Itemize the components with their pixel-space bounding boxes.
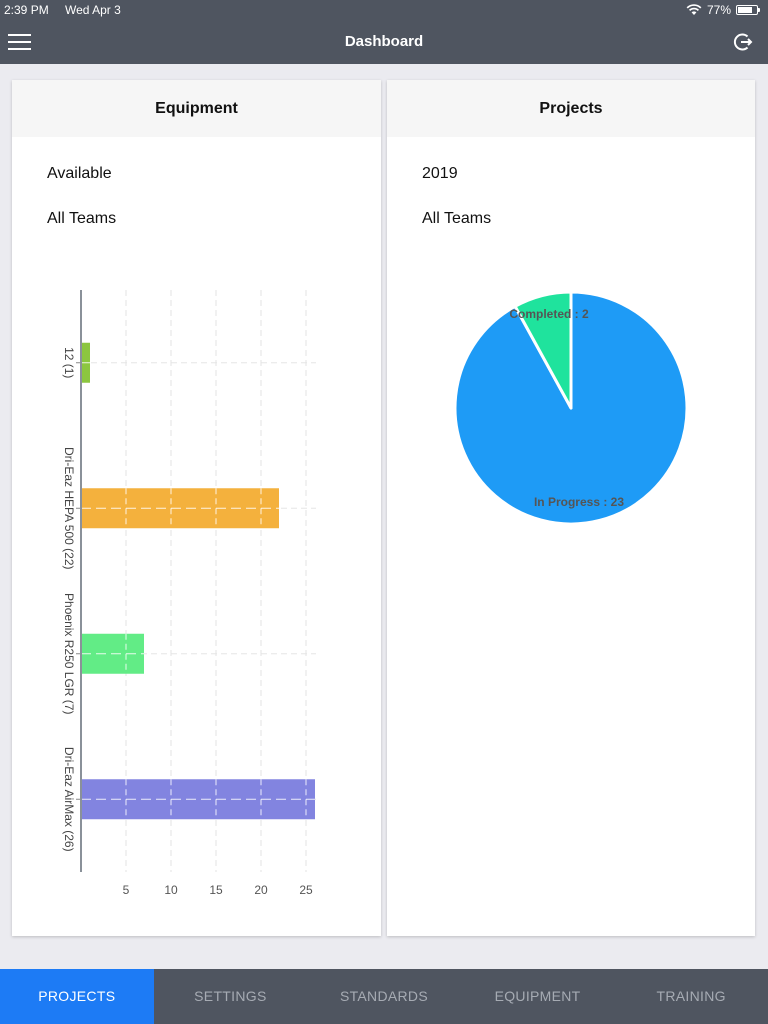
- status-date: Wed Apr 3: [65, 3, 121, 17]
- pie-slice[interactable]: [513, 290, 573, 410]
- tab-standards[interactable]: STANDARDS: [339, 988, 428, 1004]
- category-label: Phoenix R250 LGR (7): [62, 593, 76, 714]
- status-bar: 2:39 PM Wed Apr 3 77%: [0, 0, 768, 20]
- category-label: Dri-Eaz AirMax (26): [62, 747, 76, 852]
- tab-training[interactable]: TRAINING: [656, 988, 726, 1004]
- category-label: 12 (1): [62, 347, 76, 378]
- equipment-status-filter[interactable]: Available: [47, 165, 112, 182]
- equipment-card: Equipment Available All Teams 5 10 15 20 25 1…: [12, 80, 381, 936]
- wifi-icon: [686, 4, 702, 15]
- nav-bar: Dashboard: [0, 20, 768, 64]
- battery-icon: [736, 5, 760, 15]
- status-time: 2:39 PM: [4, 3, 49, 17]
- menu-icon[interactable]: [8, 31, 32, 53]
- equipment-card-title: Equipment: [12, 80, 381, 137]
- tab-bar: PROJECTS SETTINGS STANDARDS EQUIPMENT TR…: [0, 969, 768, 1024]
- projects-pie-chart: In Progress : 23 Completed : 2: [453, 290, 689, 526]
- pie-slice-label: In Progress : 23: [534, 495, 624, 509]
- projects-team-filter[interactable]: All Teams: [422, 210, 492, 227]
- battery-percent: 77%: [706, 3, 731, 17]
- equipment-bar-chart: 5 10 15 20 25 12 (1) Dri-Eaz HEPA 500 (22) Phoe…: [62, 290, 316, 897]
- x-tick-label: 10: [164, 883, 178, 897]
- equipment-team-filter[interactable]: All Teams: [47, 210, 117, 227]
- pie-slice-label: Completed : 2: [509, 307, 589, 321]
- x-tick-label: 25: [299, 883, 313, 897]
- page-title: Dashboard: [344, 33, 424, 50]
- projects-card-title: Projects: [387, 80, 755, 137]
- tab-equipment[interactable]: EQUIPMENT: [494, 988, 581, 1004]
- projects-card: Projects 2019 All Teams In Progress : 23…: [387, 80, 755, 936]
- category-label: Dri-Eaz HEPA 500 (22): [62, 447, 76, 570]
- x-tick-label: 15: [209, 883, 223, 897]
- tab-projects[interactable]: PROJECTS: [0, 969, 154, 1024]
- x-tick-label: 20: [254, 883, 268, 897]
- projects-year-filter[interactable]: 2019: [422, 165, 458, 182]
- status-right: 77%: [686, 3, 760, 17]
- x-tick-label: 5: [123, 883, 130, 897]
- logout-icon[interactable]: [732, 31, 754, 53]
- tab-settings[interactable]: SETTINGS: [194, 988, 267, 1004]
